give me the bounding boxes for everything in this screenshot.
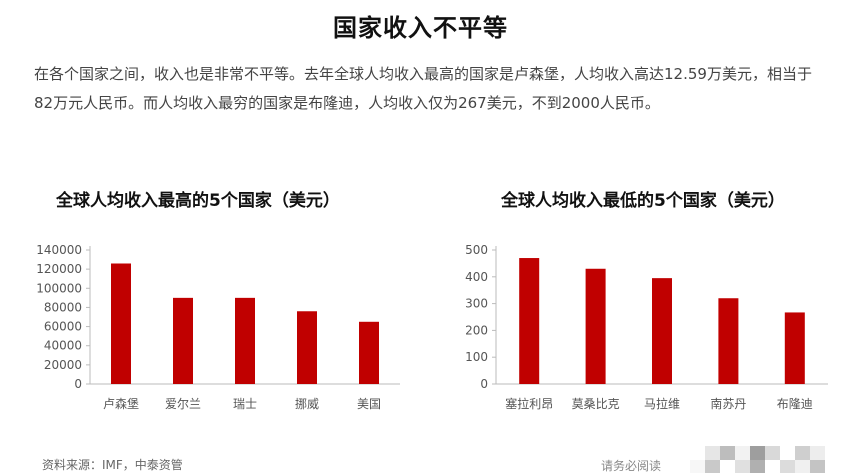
bar xyxy=(359,321,379,384)
bar xyxy=(519,258,540,384)
bar xyxy=(784,312,805,384)
category-label: 南苏丹 xyxy=(710,396,746,411)
bar xyxy=(235,297,255,384)
mosaic-cell xyxy=(705,459,720,473)
category-label: 爱尔兰 xyxy=(165,396,201,411)
mosaic-cell xyxy=(705,446,720,460)
chart-lowest-income: 0 100 200 300 400 500 塞拉利昂 莫桑比克 马拉维 南苏丹 布隆迪 xyxy=(465,243,828,411)
y-tick-label: 120000 xyxy=(36,262,82,276)
y-tick-label: 60000 xyxy=(44,320,82,334)
category-label: 挪威 xyxy=(295,397,319,411)
chart-highest-income: 0 20000 40000 60000 80000 100000 120000 140000 卢… xyxy=(36,243,400,411)
y-tick-label: 0 xyxy=(74,377,82,391)
category-label: 塞拉利昂 xyxy=(505,396,553,411)
y-tick-label: 100000 xyxy=(36,281,82,295)
mosaic-cell xyxy=(765,446,780,460)
intro-paragraph: 在各个国家之间，收入也是非常不平等。去年全球人均收入最高的国家是卢森堡，人均收入… xyxy=(34,65,812,112)
y-tick-label: 40000 xyxy=(44,339,82,353)
mosaic-cell xyxy=(795,459,810,473)
page-title: 国家收入不平等 xyxy=(333,14,508,42)
mosaic-cell xyxy=(795,446,810,460)
blurred-watermark xyxy=(690,446,840,473)
category-label: 卢森堡 xyxy=(103,396,139,411)
mosaic-cell xyxy=(750,446,765,460)
source-note: 资料来源：IMF，中泰资管 xyxy=(42,458,183,472)
bar xyxy=(652,278,672,384)
y-tick-label: 100 xyxy=(465,350,488,364)
category-label: 马拉维 xyxy=(644,396,680,411)
bar xyxy=(297,311,317,384)
y-tick-label: 0 xyxy=(480,377,488,391)
bar xyxy=(718,298,739,384)
mosaic-cell xyxy=(825,446,840,460)
mosaic-cell xyxy=(810,446,825,460)
mosaic-cell xyxy=(720,446,735,460)
y-tick-label: 500 xyxy=(465,243,488,257)
y-tick-label: 80000 xyxy=(44,300,82,314)
mosaic-cell xyxy=(690,446,705,460)
mosaic-cell xyxy=(720,459,735,473)
mosaic-cell xyxy=(825,459,840,473)
mosaic-cell xyxy=(690,459,705,473)
y-tick-label: 140000 xyxy=(36,243,82,257)
y-tick-label: 300 xyxy=(465,297,488,311)
bar xyxy=(111,263,131,384)
y-tick-label: 20000 xyxy=(44,358,82,372)
mosaic-cell xyxy=(765,459,780,473)
mosaic-cell xyxy=(780,459,795,473)
y-tick-label: 400 xyxy=(465,270,488,284)
footer-note: 请务必阅读 xyxy=(601,459,662,473)
bar xyxy=(585,268,606,384)
category-label: 瑞士 xyxy=(233,397,257,411)
mosaic-cell xyxy=(735,446,750,460)
chart-title-highest: 全球人均收入最高的5个国家（美元） xyxy=(56,191,340,211)
mosaic-cell xyxy=(810,459,825,473)
mosaic-cell xyxy=(780,446,795,460)
mosaic-cell xyxy=(735,459,750,473)
category-label: 美国 xyxy=(357,397,381,411)
category-label: 布隆迪 xyxy=(777,396,813,411)
category-label: 莫桑比克 xyxy=(572,397,620,411)
chart-title-lowest: 全球人均收入最低的5个国家（美元） xyxy=(501,191,785,211)
mosaic-cell xyxy=(750,459,765,473)
bar xyxy=(173,297,193,384)
y-tick-label: 200 xyxy=(465,323,488,337)
